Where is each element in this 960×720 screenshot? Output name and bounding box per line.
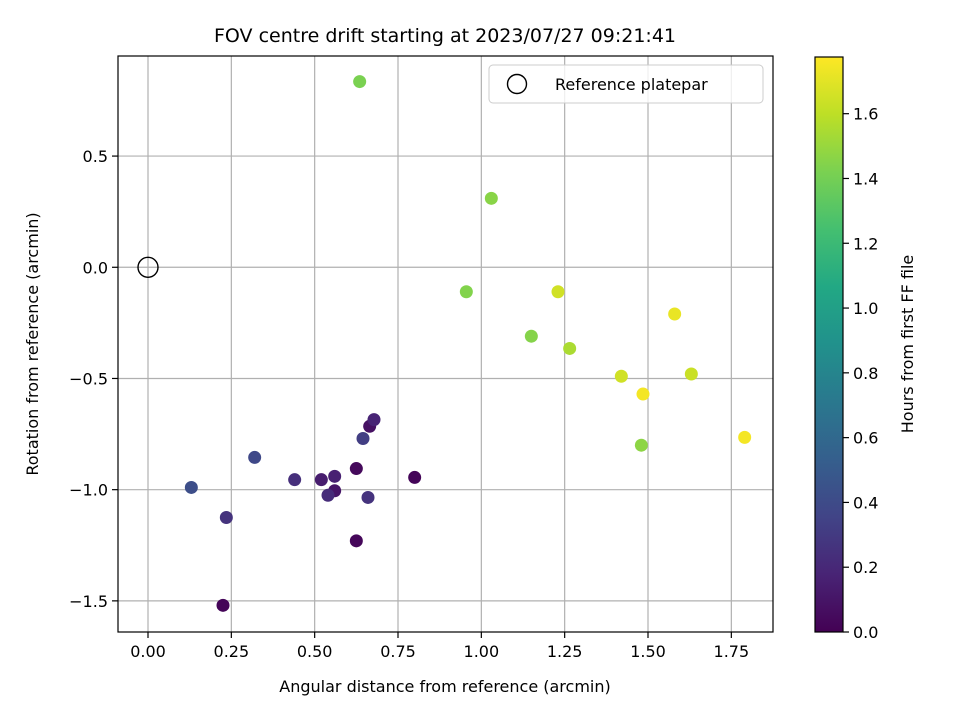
data-point xyxy=(216,598,230,612)
x-tick-label: 0.75 xyxy=(380,642,416,661)
data-points xyxy=(184,75,752,612)
colorbar-tick-label: 0.4 xyxy=(853,493,878,512)
data-point xyxy=(328,469,342,483)
colorbar-tick-label: 0.6 xyxy=(853,429,878,448)
data-point xyxy=(668,307,682,321)
reference-platepar-marker xyxy=(137,256,159,278)
x-tick-label: 0.25 xyxy=(214,642,250,661)
colorbar-label: Hours from first FF file xyxy=(898,255,917,434)
colorbar-tick-label: 0.0 xyxy=(853,623,878,642)
data-point xyxy=(563,341,577,355)
data-point xyxy=(614,369,628,383)
y-axis-label: Rotation from reference (arcmin) xyxy=(23,212,42,475)
data-point xyxy=(288,473,302,487)
data-point xyxy=(219,510,233,524)
grid-lines xyxy=(118,56,773,632)
colorbar-gradient xyxy=(815,57,843,632)
data-point xyxy=(484,191,498,205)
x-axis-label: Angular distance from reference (arcmin) xyxy=(279,677,610,696)
data-point xyxy=(524,329,538,343)
legend-box xyxy=(488,64,764,104)
plot-area-frame xyxy=(117,55,774,633)
x-tick-label: 1.75 xyxy=(714,642,750,661)
reference-marker-group xyxy=(137,256,159,278)
x-axis-ticks: 0.00 0.25 0.50 0.75 1.00 1.25 1.50 1.75 xyxy=(130,632,749,661)
data-point xyxy=(551,285,565,299)
y-tick-label: 0.5 xyxy=(83,147,108,166)
x-tick-label: 1.50 xyxy=(630,642,666,661)
data-point xyxy=(367,413,381,427)
x-tick-label: 0.00 xyxy=(130,642,166,661)
data-point xyxy=(356,432,370,446)
data-point xyxy=(738,430,752,444)
data-point xyxy=(248,450,262,464)
x-tick-label: 1.25 xyxy=(547,642,583,661)
colorbar-tick-label: 0.2 xyxy=(853,558,878,577)
data-point xyxy=(459,285,473,299)
colorbar-ticks: 0.0 0.2 0.4 0.6 0.8 1.0 1.2 1.4 1.6 xyxy=(843,105,878,642)
y-tick-label: −0.5 xyxy=(69,369,108,388)
y-tick-label: 0.0 xyxy=(83,258,108,277)
data-point xyxy=(349,534,363,548)
data-point xyxy=(684,367,698,381)
data-point xyxy=(634,438,648,452)
data-point xyxy=(636,387,650,401)
colorbar-tick-label: 1.4 xyxy=(853,169,878,188)
x-tick-label: 0.50 xyxy=(297,642,333,661)
y-tick-label: −1.0 xyxy=(69,481,108,500)
legend: Reference platepar xyxy=(488,64,764,104)
chart-title: FOV centre drift starting at 2023/07/27 … xyxy=(214,25,676,47)
data-point xyxy=(314,473,328,487)
data-point xyxy=(361,490,375,504)
colorbar-tick-label: 1.0 xyxy=(853,299,878,318)
data-point xyxy=(321,488,335,502)
colorbar-tick-label: 0.8 xyxy=(853,364,878,383)
legend-label: Reference platepar xyxy=(555,75,708,94)
x-tick-label: 1.00 xyxy=(464,642,500,661)
colorbar-frame xyxy=(814,56,844,633)
data-point xyxy=(408,470,422,484)
data-point xyxy=(349,462,363,476)
colorbar-tick-label: 1.6 xyxy=(853,105,878,124)
y-tick-label: −1.5 xyxy=(69,592,108,611)
colorbar-tick-label: 1.2 xyxy=(853,234,878,253)
legend-marker-open-circle xyxy=(506,73,528,95)
data-point xyxy=(184,480,198,494)
data-point xyxy=(353,75,367,89)
colorbar: 0.0 0.2 0.4 0.6 0.8 1.0 1.2 1.4 1.6 Hours from f… xyxy=(814,56,917,642)
y-axis-ticks: 0.5 0.0 −0.5 −1.0 −1.5 xyxy=(69,147,118,611)
